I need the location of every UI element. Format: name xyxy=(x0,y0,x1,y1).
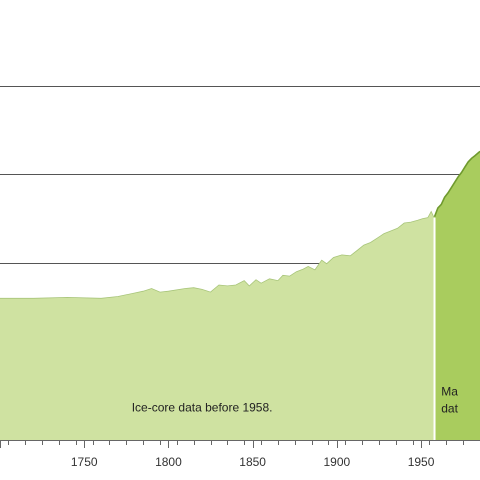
x-tick-label: 1850 xyxy=(239,455,266,469)
series-line-0 xyxy=(0,210,435,299)
area-series-0 xyxy=(0,211,435,440)
x-tick-labels: 1750 1800 1850 1900 1950 xyxy=(71,455,435,469)
x-tick-label: 1750 xyxy=(71,455,98,469)
series-line-1 xyxy=(433,150,480,218)
x-axis xyxy=(0,440,480,448)
x-tick-label: 1800 xyxy=(155,455,182,469)
annotation-2: dat xyxy=(441,402,458,416)
x-tick-label: 1950 xyxy=(408,455,435,469)
annotations: Ice-core data before 1958. Ma dat xyxy=(132,385,459,416)
annotation-0: Ice-core data before 1958. xyxy=(132,401,273,415)
area-series-1 xyxy=(434,151,480,441)
area-series xyxy=(0,150,480,441)
annotation-1: Ma xyxy=(441,385,458,399)
x-tick-label: 1900 xyxy=(323,455,350,469)
